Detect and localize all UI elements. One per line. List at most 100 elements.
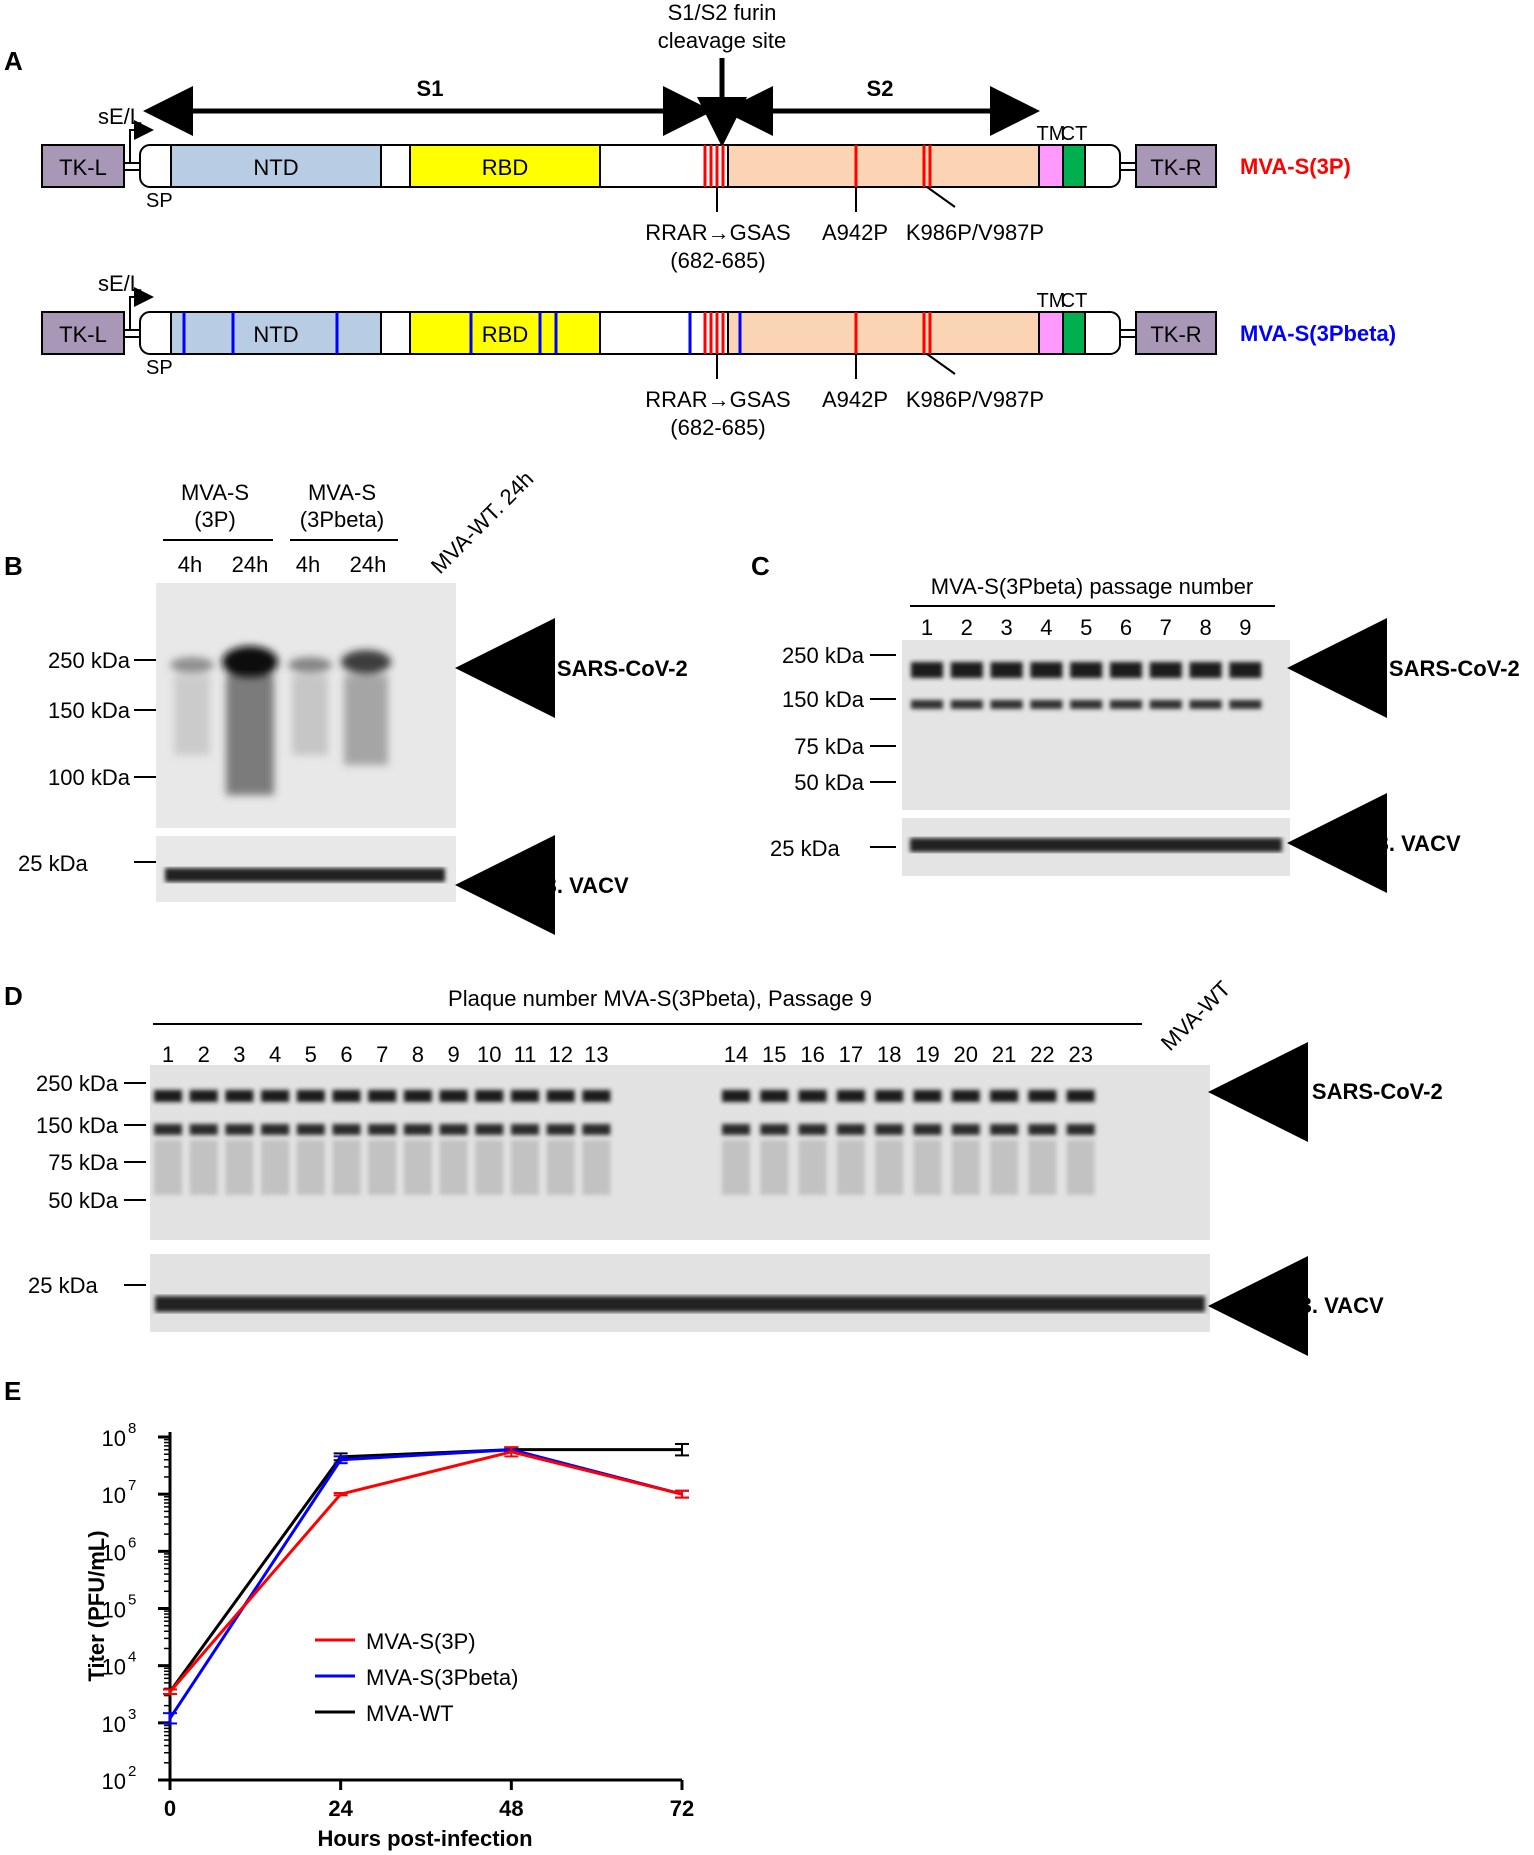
mutation-rrar: RRAR→GSAS (645, 220, 790, 245)
d-band-s2 (875, 1124, 904, 1135)
c-band-s (1110, 662, 1142, 678)
mutation-a942p: A942P (822, 220, 888, 245)
d-band-s2 (1028, 1124, 1057, 1135)
b-group1-line2: (3P) (194, 507, 236, 532)
construct-2-name: MVA-S(3Pbeta) (1240, 321, 1396, 346)
mutation-rrar-2: RRAR→GSAS (645, 387, 790, 412)
c-band-s (950, 662, 983, 678)
d-lane-label: 19 (915, 1042, 939, 1067)
d-band-smear (582, 1140, 611, 1195)
d-band-smear (875, 1140, 904, 1195)
c-band-s2 (1030, 700, 1063, 709)
mutation-a942p-2: A942P (822, 387, 888, 412)
d-band-s2 (511, 1124, 539, 1135)
c-bands-top (911, 662, 1262, 709)
c-lane-label: 8 (1199, 615, 1211, 640)
c-band-s (1070, 662, 1103, 678)
d-band-s (990, 1090, 1019, 1102)
c-lane-label: 9 (1239, 615, 1251, 640)
mutation-range: (682-685) (670, 248, 765, 273)
b-group2-line2: (3Pbeta) (300, 507, 384, 532)
d-lane-label: 6 (340, 1042, 352, 1067)
legend-label: MVA-S(3P) (366, 1629, 476, 1654)
d-band-smear (154, 1140, 182, 1195)
x-tick-label: 48 (499, 1796, 523, 1821)
construct-1-name: MVA-S(3P) (1240, 154, 1351, 179)
d-band-s (261, 1090, 290, 1102)
y-tick-base: 10 (102, 1712, 126, 1737)
ntd-label: NTD (253, 155, 298, 180)
rbd-label: RBD (482, 155, 528, 180)
c-arrow-bottom-label: E3. VACV (1362, 831, 1461, 856)
d-lane-label: 11 (514, 1042, 537, 1067)
beta-mutations (182, 312, 742, 354)
tm-domain (1038, 144, 1064, 188)
construct-mva-s-3pbeta: TK-L sE/L NTD RBD TM CT TK-R SP (41, 271, 1396, 440)
d-band-s2 (154, 1124, 182, 1135)
d-lane-label: 5 (305, 1042, 317, 1067)
d-markers: 250 kDa 150 kDa 75 kDa 50 kDa (36, 1071, 146, 1213)
d-lane-label: 10 (477, 1042, 501, 1067)
d-band-s2 (990, 1124, 1019, 1135)
c-marker-label: 150 kDa (782, 687, 865, 712)
b-arrow-top-label: S. SARS-CoV-2 (530, 656, 688, 681)
c-marker-label: 75 kDa (794, 734, 864, 759)
y-tick-exponent: 3 (128, 1706, 136, 1723)
b-marker-label: 100 kDa (48, 765, 131, 790)
d-band-s (836, 1090, 865, 1102)
d-band-s2 (261, 1124, 290, 1135)
d-band-s (798, 1090, 827, 1102)
d-lane-label: 2 (198, 1042, 210, 1067)
b-bands-top (170, 646, 391, 795)
d-band-s2 (332, 1124, 361, 1135)
d-band-s (722, 1090, 750, 1102)
c-lane-label: 5 (1080, 615, 1092, 640)
mutation-range-2: (682-685) (670, 415, 765, 440)
d-lane-label: 13 (584, 1042, 608, 1067)
c-lane-label: 6 (1120, 615, 1132, 640)
cleavage-site-label-2: cleavage site (658, 28, 786, 53)
b-group2-line1: MVA-S (308, 480, 376, 505)
d-band-s (403, 1090, 432, 1102)
ct-label-2: CT (1061, 290, 1088, 312)
y-tick-exponent: 8 (128, 1420, 136, 1437)
d-band-s2 (225, 1124, 254, 1135)
d-lane-label: 23 (1068, 1042, 1092, 1067)
mutation-k986p: K986P/V987P (906, 220, 1044, 245)
b-bands-bottom (165, 868, 445, 882)
y-tick-exponent: 4 (128, 1649, 136, 1666)
d-band-s2 (582, 1124, 611, 1135)
d-marker-label: 250 kDa (36, 1071, 119, 1096)
d-lane-label: 18 (877, 1042, 901, 1067)
d-band-s (154, 1090, 182, 1102)
tk-left-box (41, 144, 125, 188)
panel-label-d: D (4, 981, 23, 1011)
c-arrow-top-label: S. SARS-CoV-2 (1362, 656, 1520, 681)
b-control-label: MVA-WT. 24h (426, 466, 538, 578)
c-lane-label: 7 (1160, 615, 1172, 640)
y-tick-base: 10 (102, 1655, 126, 1680)
tk-right-label: TK-R (1150, 155, 1201, 180)
c-lane-label: 1 (921, 615, 933, 640)
d-band-s (189, 1090, 218, 1102)
c-header: MVA-S(3Pbeta) passage number (931, 574, 1253, 599)
c-lane-label: 2 (961, 615, 973, 640)
sp-label-2: SP (146, 357, 173, 379)
s2-label: S2 (867, 76, 894, 101)
d-arrow-bottom-label: E3. VACV (1285, 1293, 1384, 1318)
d-lane-label: 14 (724, 1042, 748, 1067)
d-band-smear (403, 1140, 432, 1195)
d-band-s (546, 1090, 575, 1102)
d-band-s (951, 1090, 980, 1102)
y-tick-exponent: 2 (128, 1763, 136, 1780)
d-band-s (1028, 1090, 1057, 1102)
d-lane-label: 1 (162, 1042, 174, 1067)
d-band-s (511, 1090, 539, 1102)
d-band-s (439, 1090, 468, 1102)
d-band-smear (296, 1140, 325, 1195)
d-band-s2 (189, 1124, 218, 1135)
b-markers: 250 kDa 150 kDa 100 kDa (48, 648, 156, 790)
d-band-s (582, 1090, 611, 1102)
rbd-domain (409, 144, 601, 188)
